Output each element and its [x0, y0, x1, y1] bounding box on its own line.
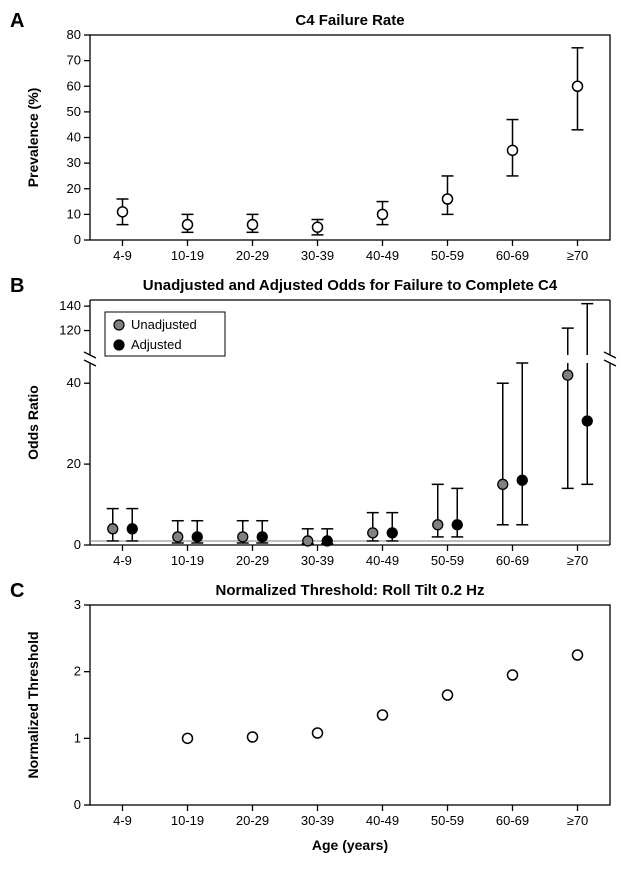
svg-text:≥70: ≥70 [567, 813, 589, 828]
svg-text:50-59: 50-59 [431, 248, 464, 263]
svg-text:40-49: 40-49 [366, 248, 399, 263]
svg-text:4-9: 4-9 [113, 553, 132, 568]
svg-text:≥70: ≥70 [567, 248, 589, 263]
svg-text:50-59: 50-59 [431, 813, 464, 828]
svg-text:0: 0 [74, 537, 81, 552]
svg-text:10-19: 10-19 [171, 553, 204, 568]
svg-text:20: 20 [67, 181, 81, 196]
svg-text:Unadjusted: Unadjusted [131, 317, 197, 332]
svg-text:50-59: 50-59 [431, 553, 464, 568]
svg-text:Odds Ratio: Odds Ratio [25, 385, 41, 460]
svg-text:≥70: ≥70 [567, 553, 589, 568]
svg-text:Unadjusted and Adjusted Odds f: Unadjusted and Adjusted Odds for Failure… [143, 277, 558, 294]
panel-c-label: C [10, 580, 24, 603]
panel-b-chart: Unadjusted and Adjusted Odds for Failure… [10, 275, 631, 575]
panel-c-chart: Normalized Threshold: Roll Tilt 0.2 Hz 0 1… [10, 580, 631, 860]
svg-text:40: 40 [67, 375, 81, 390]
svg-text:30: 30 [67, 155, 81, 170]
svg-text:Age (years): Age (years) [312, 837, 388, 853]
panel-b-label: B [10, 275, 24, 298]
svg-text:80: 80 [67, 27, 81, 42]
svg-text:0: 0 [74, 797, 81, 812]
figure-container: A C4 Failure Rate01020304050607080Preval… [10, 10, 631, 860]
panel-a-chart: C4 Failure Rate 0 10 20 30 40 50 60 70 80 Prevalen… [10, 10, 631, 270]
svg-text:4-9: 4-9 [113, 813, 132, 828]
svg-text:30-39: 30-39 [301, 553, 334, 568]
svg-text:4-9: 4-9 [113, 248, 132, 263]
panel-c: C Normalized Threshold: Roll Tilt 0.2 Hz… [10, 580, 631, 860]
svg-text:3: 3 [74, 597, 81, 612]
svg-text:60: 60 [67, 78, 81, 93]
svg-text:30-39: 30-39 [301, 248, 334, 263]
svg-text:Normalized Threshold: Roll Til: Normalized Threshold: Roll Tilt 0.2 Hz [216, 582, 485, 599]
panel-a: A C4 Failure Rate 0 10 20 30 40 50 60 70 80 Preval… [10, 10, 631, 270]
svg-text:10-19: 10-19 [171, 813, 204, 828]
svg-text:50: 50 [67, 104, 81, 119]
svg-text:60-69: 60-69 [496, 553, 529, 568]
svg-text:60-69: 60-69 [496, 813, 529, 828]
svg-text:Adjusted: Adjusted [131, 337, 182, 352]
svg-text:60-69: 60-69 [496, 248, 529, 263]
svg-text:70: 70 [67, 53, 81, 68]
svg-text:40: 40 [67, 130, 81, 145]
svg-text:30-39: 30-39 [301, 813, 334, 828]
svg-text:2: 2 [74, 664, 81, 679]
svg-text:Prevalence (%): Prevalence (%) [25, 88, 41, 188]
svg-text:40-49: 40-49 [366, 553, 399, 568]
svg-text:20-29: 20-29 [236, 813, 269, 828]
svg-text:20-29: 20-29 [236, 553, 269, 568]
svg-text:C4 Failure Rate: C4 Failure Rate [295, 12, 404, 29]
panel-a-label: A [10, 10, 24, 33]
svg-text:10-19: 10-19 [171, 248, 204, 263]
panel-b: B Unadjusted and Adjusted Odds for Failu… [10, 275, 631, 575]
svg-text:0: 0 [74, 232, 81, 247]
svg-text:20-29: 20-29 [236, 248, 269, 263]
svg-text:40-49: 40-49 [366, 813, 399, 828]
svg-text:120: 120 [59, 323, 81, 338]
svg-text:1: 1 [74, 730, 81, 745]
svg-text:Normalized Threshold: Normalized Threshold [25, 631, 41, 778]
svg-text:10: 10 [67, 206, 81, 221]
svg-text:140: 140 [59, 298, 81, 313]
svg-text:20: 20 [67, 456, 81, 471]
